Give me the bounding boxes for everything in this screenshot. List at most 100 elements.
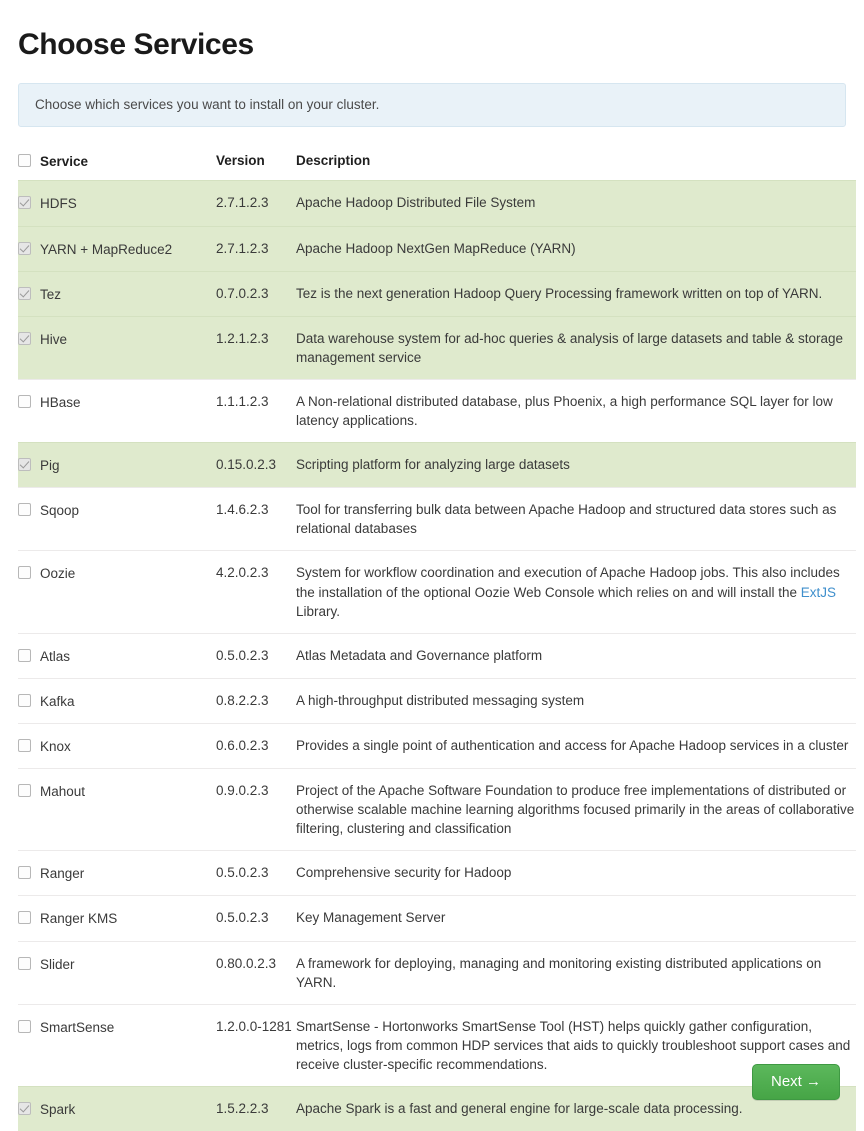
service-name-label: HBase: [40, 394, 81, 410]
service-checkbox[interactable]: [18, 784, 31, 797]
description-cell: Project of the Apache Software Foundatio…: [296, 767, 856, 851]
column-header-description: Description: [296, 153, 371, 169]
description-cell: Tool for transferring bulk data between …: [296, 487, 856, 551]
description-cell: Data warehouse system for ad-hoc queries…: [296, 315, 856, 380]
service-cell: HDFS: [18, 180, 216, 226]
info-banner: Choose which services you want to instal…: [18, 83, 846, 127]
service-checkbox[interactable]: [18, 503, 31, 517]
service-name-label: SmartSense: [40, 1019, 115, 1035]
service-name-label: Atlas: [40, 648, 71, 664]
version-cell: 1.2.0.0-1281: [216, 1003, 296, 1087]
description-cell: A high-throughput distributed messaging …: [296, 677, 856, 724]
service-checkbox[interactable]: [18, 1019, 31, 1033]
version-cell: 0.6.0.2.3: [216, 722, 296, 769]
column-header-service-label: Service: [40, 153, 89, 169]
table-row[interactable]: Hive 1.2.1.2.3 Data warehouse system for a…: [18, 315, 856, 380]
version-cell: 0.7.0.2.3: [216, 270, 296, 317]
service-checkbox[interactable]: [18, 866, 31, 880]
table-row[interactable]: HDFS 2.7.1.2.3 Apache Hadoop Distributed F…: [18, 180, 856, 226]
select-all-checkbox[interactable]: [18, 153, 31, 167]
description-cell: System for workflow coordination and exe…: [296, 550, 856, 634]
column-header-service: Service: [18, 145, 216, 181]
table-row[interactable]: Atlas 0.5.0.2.3 Atlas Metadata and Governa…: [18, 632, 856, 679]
service-cell: HBase: [18, 378, 216, 443]
description-cell: Provides a single point of authenticatio…: [296, 722, 856, 769]
services-table: Service Version Description HDFS 2.7.1.2.…: [18, 145, 856, 1131]
version-cell: 0.9.0.2.3: [216, 767, 296, 851]
table-header-row: Service Version Description: [18, 145, 856, 181]
service-checkbox[interactable]: [18, 566, 31, 580]
service-checkbox[interactable]: [18, 286, 31, 300]
service-checkbox[interactable]: [18, 738, 31, 752]
description-text: System for workflow coordination and exe…: [296, 565, 840, 600]
service-name-label: Oozie: [40, 566, 76, 582]
version-cell: 0.15.0.2.3: [216, 442, 296, 488]
version-cell: 0.5.0.2.3: [216, 632, 296, 679]
service-cell: YARN + MapReduce2: [18, 225, 216, 272]
service-checkbox[interactable]: [18, 394, 31, 408]
service-cell: Knox: [18, 722, 216, 769]
footer-bar: Next →: [10, 1050, 854, 1116]
service-checkbox[interactable]: [18, 693, 31, 707]
service-checkbox[interactable]: [18, 956, 31, 970]
description-cell: Apache Hadoop Distributed File System: [296, 180, 856, 226]
version-cell: 2.7.1.2.3: [216, 180, 296, 226]
table-row[interactable]: Pig 0.15.0.2.3 Scripting platform for anal…: [18, 442, 856, 488]
table-row[interactable]: Ranger KMS 0.5.0.2.3 Key Management Server: [18, 895, 856, 941]
description-cell: Comprehensive security for Hadoop: [296, 850, 856, 896]
version-cell: 1.4.6.2.3: [216, 487, 296, 551]
service-name-label: Tez: [40, 286, 62, 302]
service-cell: Atlas: [18, 632, 216, 679]
service-cell: Kafka: [18, 677, 216, 724]
services-table-body: HDFS 2.7.1.2.3 Apache Hadoop Distributed F…: [18, 180, 856, 1131]
service-checkbox[interactable]: [18, 911, 31, 925]
service-cell: Ranger KMS: [18, 895, 216, 941]
table-row[interactable]: Mahout 0.9.0.2.3 Project of the Apache Sof…: [18, 767, 856, 851]
service-cell: SmartSense: [18, 1003, 216, 1087]
version-cell: 0.80.0.2.3: [216, 940, 296, 1005]
service-cell: Oozie: [18, 550, 216, 634]
table-row[interactable]: Oozie 4.2.0.2.3 System for workflow coordi…: [18, 550, 856, 634]
service-name-label: HDFS: [40, 196, 77, 212]
column-header-version: Version: [216, 153, 265, 169]
table-row[interactable]: YARN + MapReduce2 2.7.1.2.3 Apache Hadoop …: [18, 225, 856, 272]
service-name-label: Spark: [40, 1102, 76, 1118]
service-checkbox[interactable]: [18, 648, 31, 662]
service-cell: Tez: [18, 270, 216, 317]
service-checkbox[interactable]: [18, 1102, 31, 1116]
version-cell: 0.5.0.2.3: [216, 895, 296, 941]
service-name-label: YARN + MapReduce2: [40, 241, 173, 257]
service-checkbox[interactable]: [18, 331, 31, 345]
table-row[interactable]: Kafka 0.8.2.2.3 A high-throughput distribu…: [18, 677, 856, 724]
service-checkbox[interactable]: [18, 458, 31, 472]
table-row[interactable]: Knox 0.6.0.2.3 Provides a single point of …: [18, 722, 856, 769]
service-name-label: Mahout: [40, 783, 86, 799]
next-button[interactable]: Next →: [751, 1064, 840, 1100]
service-name-label: Hive: [40, 331, 68, 347]
version-cell: 1.2.1.2.3: [216, 315, 296, 380]
description-cell: Tez is the next generation Hadoop Query …: [296, 270, 856, 317]
service-name-label: Slider: [40, 956, 75, 972]
table-row[interactable]: HBase 1.1.1.2.3 A Non-relational distribut…: [18, 378, 856, 443]
service-name-label: Sqoop: [40, 503, 80, 519]
table-row[interactable]: Sqoop 1.4.6.2.3 Tool for transferring bulk…: [18, 487, 856, 551]
table-row[interactable]: Slider 0.80.0.2.3 A framework for deployin…: [18, 940, 856, 1005]
extjs-link[interactable]: ExtJS: [800, 584, 837, 600]
services-table-head: Service Version Description: [18, 145, 856, 181]
service-cell: Sqoop: [18, 487, 216, 551]
service-checkbox[interactable]: [18, 196, 31, 210]
table-row[interactable]: Ranger 0.5.0.2.3 Comprehensive security fo…: [18, 850, 856, 896]
description-cell: Key Management Server: [296, 895, 856, 941]
service-cell: Mahout: [18, 767, 216, 851]
version-cell: 0.8.2.2.3: [216, 677, 296, 724]
service-cell: Pig: [18, 442, 216, 488]
service-checkbox[interactable]: [18, 241, 31, 255]
version-cell: 2.7.1.2.3: [216, 225, 296, 272]
version-cell: 0.5.0.2.3: [216, 850, 296, 896]
table-row[interactable]: Tez 0.7.0.2.3 Tez is the next generation H…: [18, 270, 856, 317]
service-name-label: Knox: [40, 738, 71, 754]
service-name-label: Kafka: [40, 693, 75, 709]
description-cell: Atlas Metadata and Governance platform: [296, 632, 856, 679]
description-cell: Apache Hadoop NextGen MapReduce (YARN): [296, 225, 856, 272]
